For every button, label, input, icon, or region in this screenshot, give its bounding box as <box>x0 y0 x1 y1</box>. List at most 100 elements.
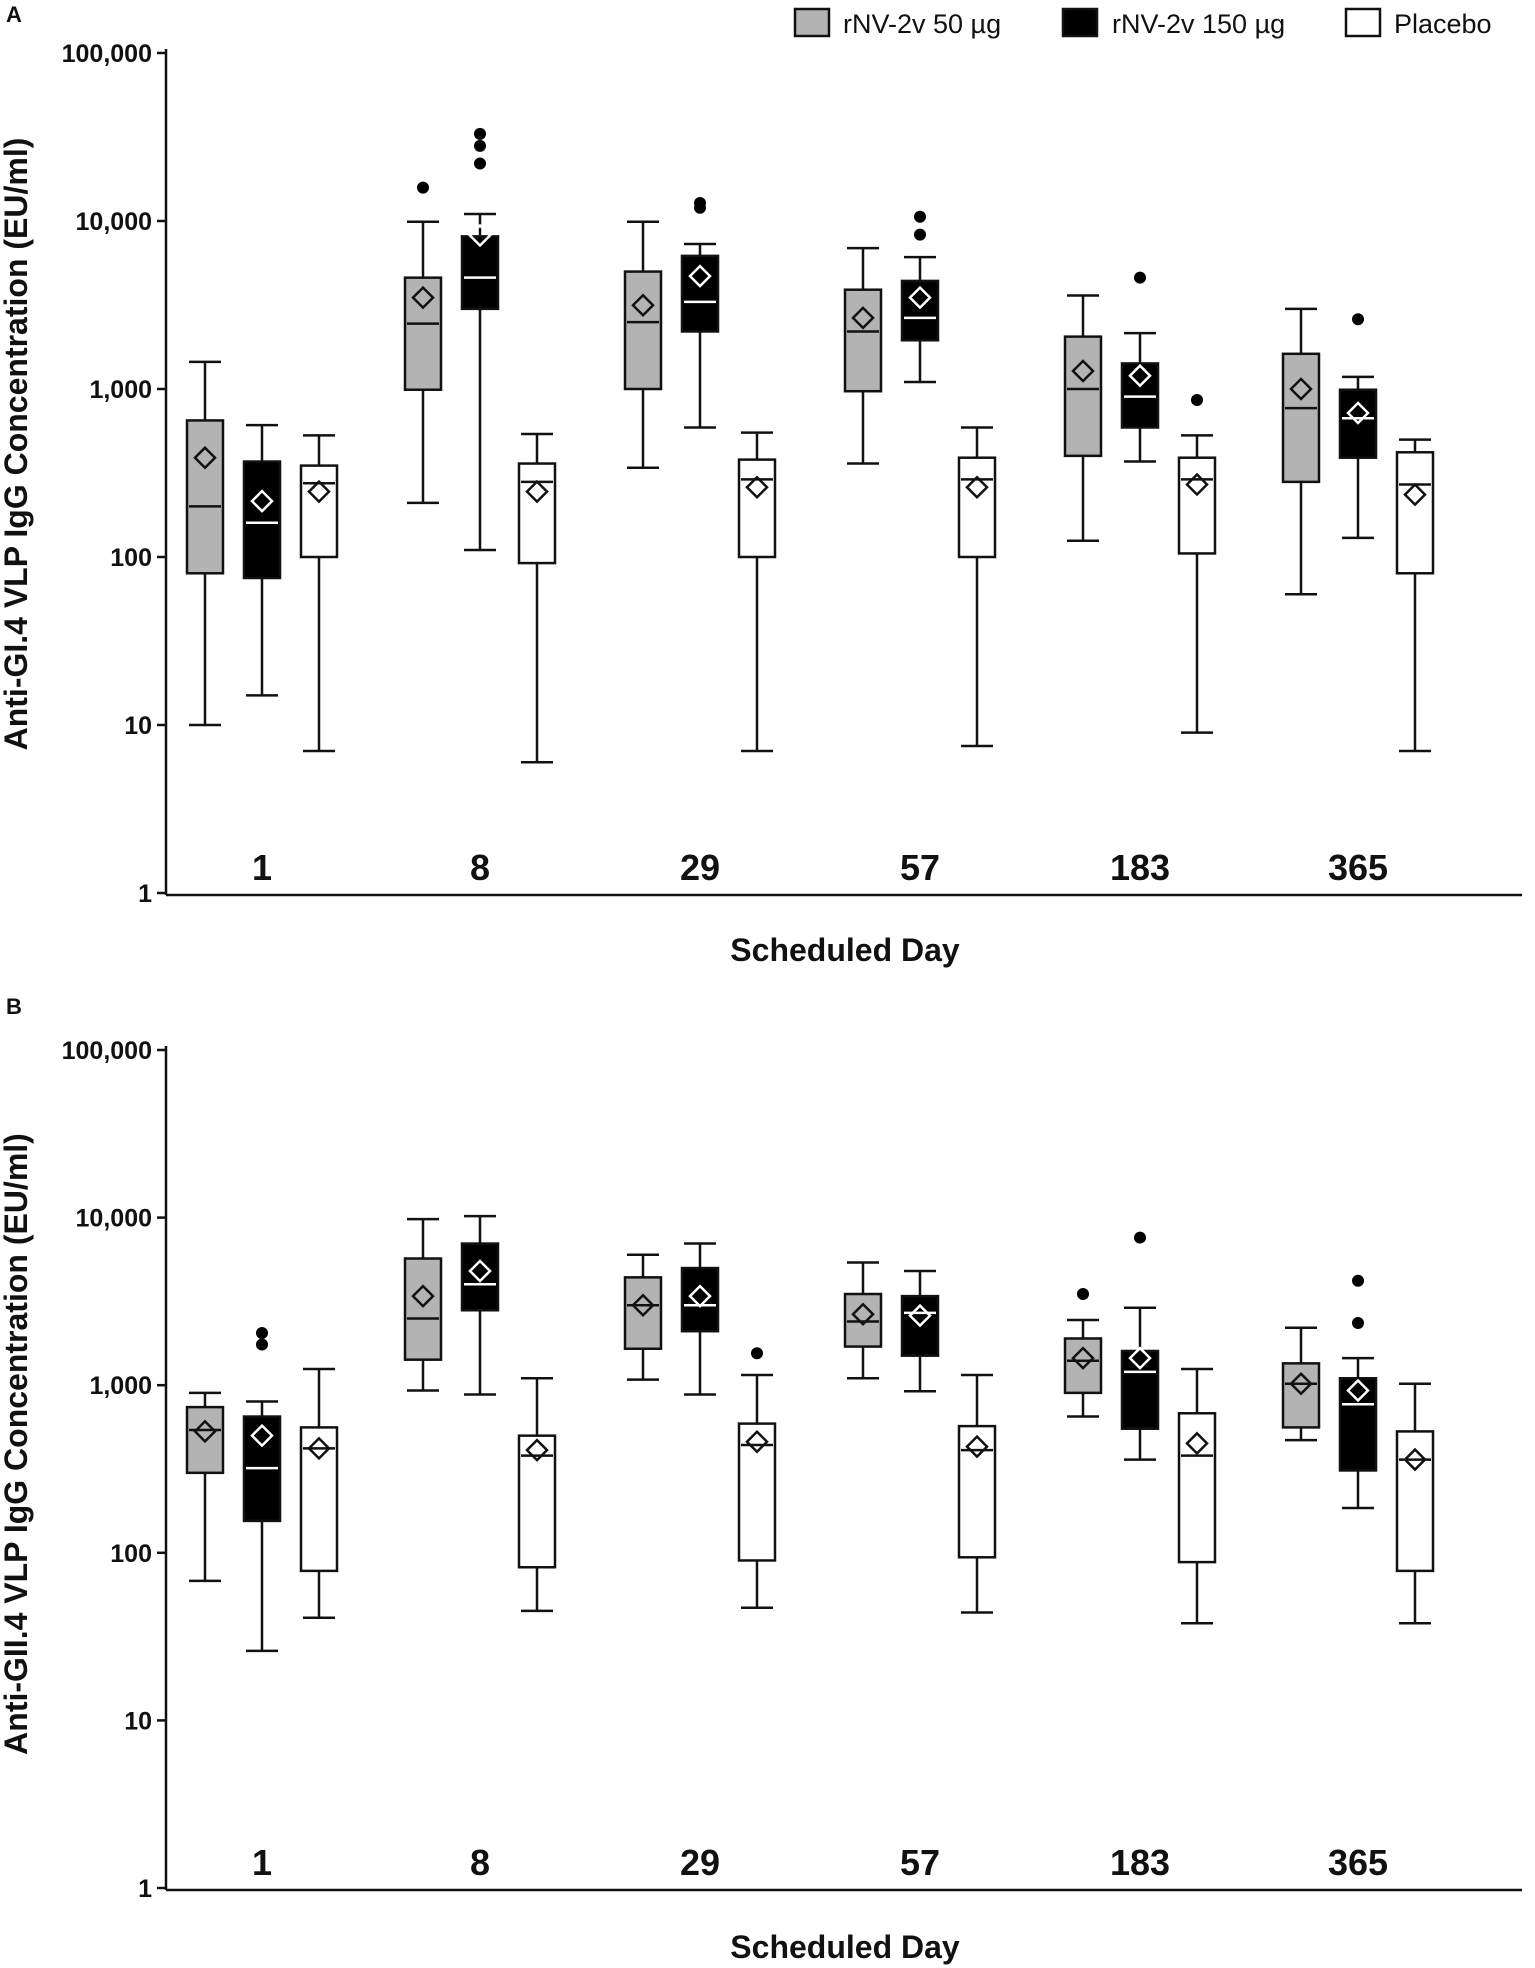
x-tick-label: 57 <box>900 1842 940 1883</box>
iqr-box <box>242 460 282 580</box>
y-tick-label: 10,000 <box>76 1205 152 1233</box>
iqr-box <box>517 1434 557 1569</box>
box-a-s2-c4 <box>1177 394 1217 734</box>
mean-diamond <box>745 475 769 500</box>
box-a-s1-c3 <box>900 210 940 384</box>
x-tick-label: 365 <box>1328 847 1388 888</box>
y-tick-label: 10,000 <box>76 208 152 236</box>
mean-diamond <box>1289 377 1313 401</box>
box-b-s1-c2 <box>680 1242 720 1396</box>
mean-diamond <box>1289 1371 1313 1396</box>
iqr-box <box>185 419 225 575</box>
iqr-box <box>680 254 720 333</box>
plot-area-a <box>157 49 1522 897</box>
iqr-box <box>737 458 777 559</box>
mean-diamond <box>307 1436 331 1461</box>
legend-label-150ug: rNV-2v 150 µg <box>1112 9 1285 39</box>
box-b-s1-c3 <box>900 1269 940 1393</box>
legend-swatch-150ug <box>1061 7 1099 38</box>
x-tick-label: 365 <box>1328 1842 1388 1883</box>
mean-diamond <box>1128 1346 1152 1370</box>
mean-diamond <box>688 1284 712 1308</box>
box-a-s0-c1 <box>403 181 443 505</box>
legend-item-50ug: rNV-2v 50 µg <box>793 7 1001 39</box>
box-b-s2-c3 <box>957 1373 997 1614</box>
iqr-box <box>1063 1337 1103 1395</box>
legend-item-150ug: rNV-2v 150 µg <box>1061 7 1285 39</box>
iqr-box <box>460 1242 500 1312</box>
y-axis-title-b: Anti-GII.4 VLP IgG Concentration (EU/ml) <box>0 1133 34 1755</box>
y-tick-label: 100 <box>110 1540 152 1568</box>
mean-diamond <box>965 1434 989 1459</box>
panel-b: B Anti-GII.4 VLP IgG Concentration (EU/m… <box>0 994 1522 1965</box>
mean-diamond <box>908 1303 932 1328</box>
y-axis-title-a: Anti-GI.4 VLP IgG Concentration (EU/ml) <box>0 138 34 751</box>
iqr-box <box>957 456 997 559</box>
box-a-s1-c5 <box>1338 313 1378 540</box>
outlier-point <box>474 139 486 152</box>
mean-diamond <box>411 285 435 310</box>
box-a-s1-c2 <box>680 196 720 429</box>
box-a-s2-c5 <box>1395 438 1435 753</box>
x-tick-labels-a: 1 8 29 57 183 365 <box>252 847 1388 888</box>
iqr-box <box>843 288 883 393</box>
box-a-s1-c1 <box>460 127 500 552</box>
outlier-point <box>914 210 926 223</box>
mean-diamond <box>193 445 217 470</box>
y-tick-label: 100,000 <box>62 40 152 68</box>
panel-a: A Anti-GI.4 VLP IgG Concentration (EU/ml… <box>0 2 1522 968</box>
mean-diamond <box>745 1429 769 1454</box>
legend-swatch-placebo <box>1344 7 1382 38</box>
box-b-s0-c4 <box>1063 1288 1103 1418</box>
box-a-s0-c3 <box>843 246 883 465</box>
mean-diamond <box>1185 472 1209 497</box>
x-tick-label: 183 <box>1110 847 1170 888</box>
iqr-box <box>403 276 443 391</box>
iqr-box <box>460 235 500 311</box>
y-tick-label: 100 <box>110 544 152 572</box>
y-tick-label: 1 <box>138 880 152 908</box>
box-b-s2-c1 <box>517 1377 557 1613</box>
mean-diamond <box>411 1284 435 1308</box>
outlier-point <box>1134 1231 1146 1244</box>
box-b-s1-c0 <box>242 1326 282 1653</box>
box-b-s0-c0 <box>185 1391 225 1583</box>
outlier-point <box>1352 1274 1364 1287</box>
plot-area-b <box>157 1046 1522 1892</box>
box-a-s0-c0 <box>185 360 225 727</box>
mean-diamond <box>525 1438 549 1462</box>
legend-swatch-50ug <box>793 7 831 38</box>
box-a-s1-c0 <box>242 423 282 697</box>
mean-diamond <box>1403 1447 1427 1472</box>
mean-diamond <box>851 1302 875 1327</box>
mean-diamond <box>908 285 932 310</box>
panel-letter-b: B <box>6 994 22 1019</box>
iqr-box <box>1395 1430 1435 1573</box>
y-tick-label: 10 <box>124 712 152 740</box>
x-tick-label: 57 <box>900 847 940 888</box>
x-axis-title-b: Scheduled Day <box>730 1929 960 1965</box>
box-b-s2-c4 <box>1177 1367 1217 1625</box>
outlier-point <box>1134 271 1146 284</box>
iqr-box <box>680 1266 720 1333</box>
y-tick-label: 10 <box>124 1707 152 1735</box>
box-a-s0-c4 <box>1063 294 1103 542</box>
iqr-box <box>403 1257 443 1361</box>
mean-diamond <box>468 223 492 248</box>
box-b-s2-c0 <box>299 1367 339 1619</box>
iqr-box <box>1177 456 1217 555</box>
x-tick-label: 8 <box>470 1842 490 1883</box>
iqr-box <box>1281 352 1321 484</box>
x-tick-label: 1 <box>252 847 272 888</box>
outlier-point <box>474 157 486 170</box>
mean-diamond <box>1071 1346 1095 1370</box>
box-a-s0-c2 <box>623 220 663 469</box>
legend-label-50ug: rNV-2v 50 µg <box>843 9 1001 39</box>
y-tick-label: 1,000 <box>89 1372 152 1400</box>
mean-diamond <box>525 479 549 504</box>
iqr-box <box>900 279 940 342</box>
x-tick-labels-b: 1 8 29 57 183 365 <box>252 1842 1388 1883</box>
box-b-s0-c1 <box>403 1217 443 1392</box>
y-tick-labels-b: 1 10 100 1,000 10,000 100,000 <box>62 1037 152 1903</box>
